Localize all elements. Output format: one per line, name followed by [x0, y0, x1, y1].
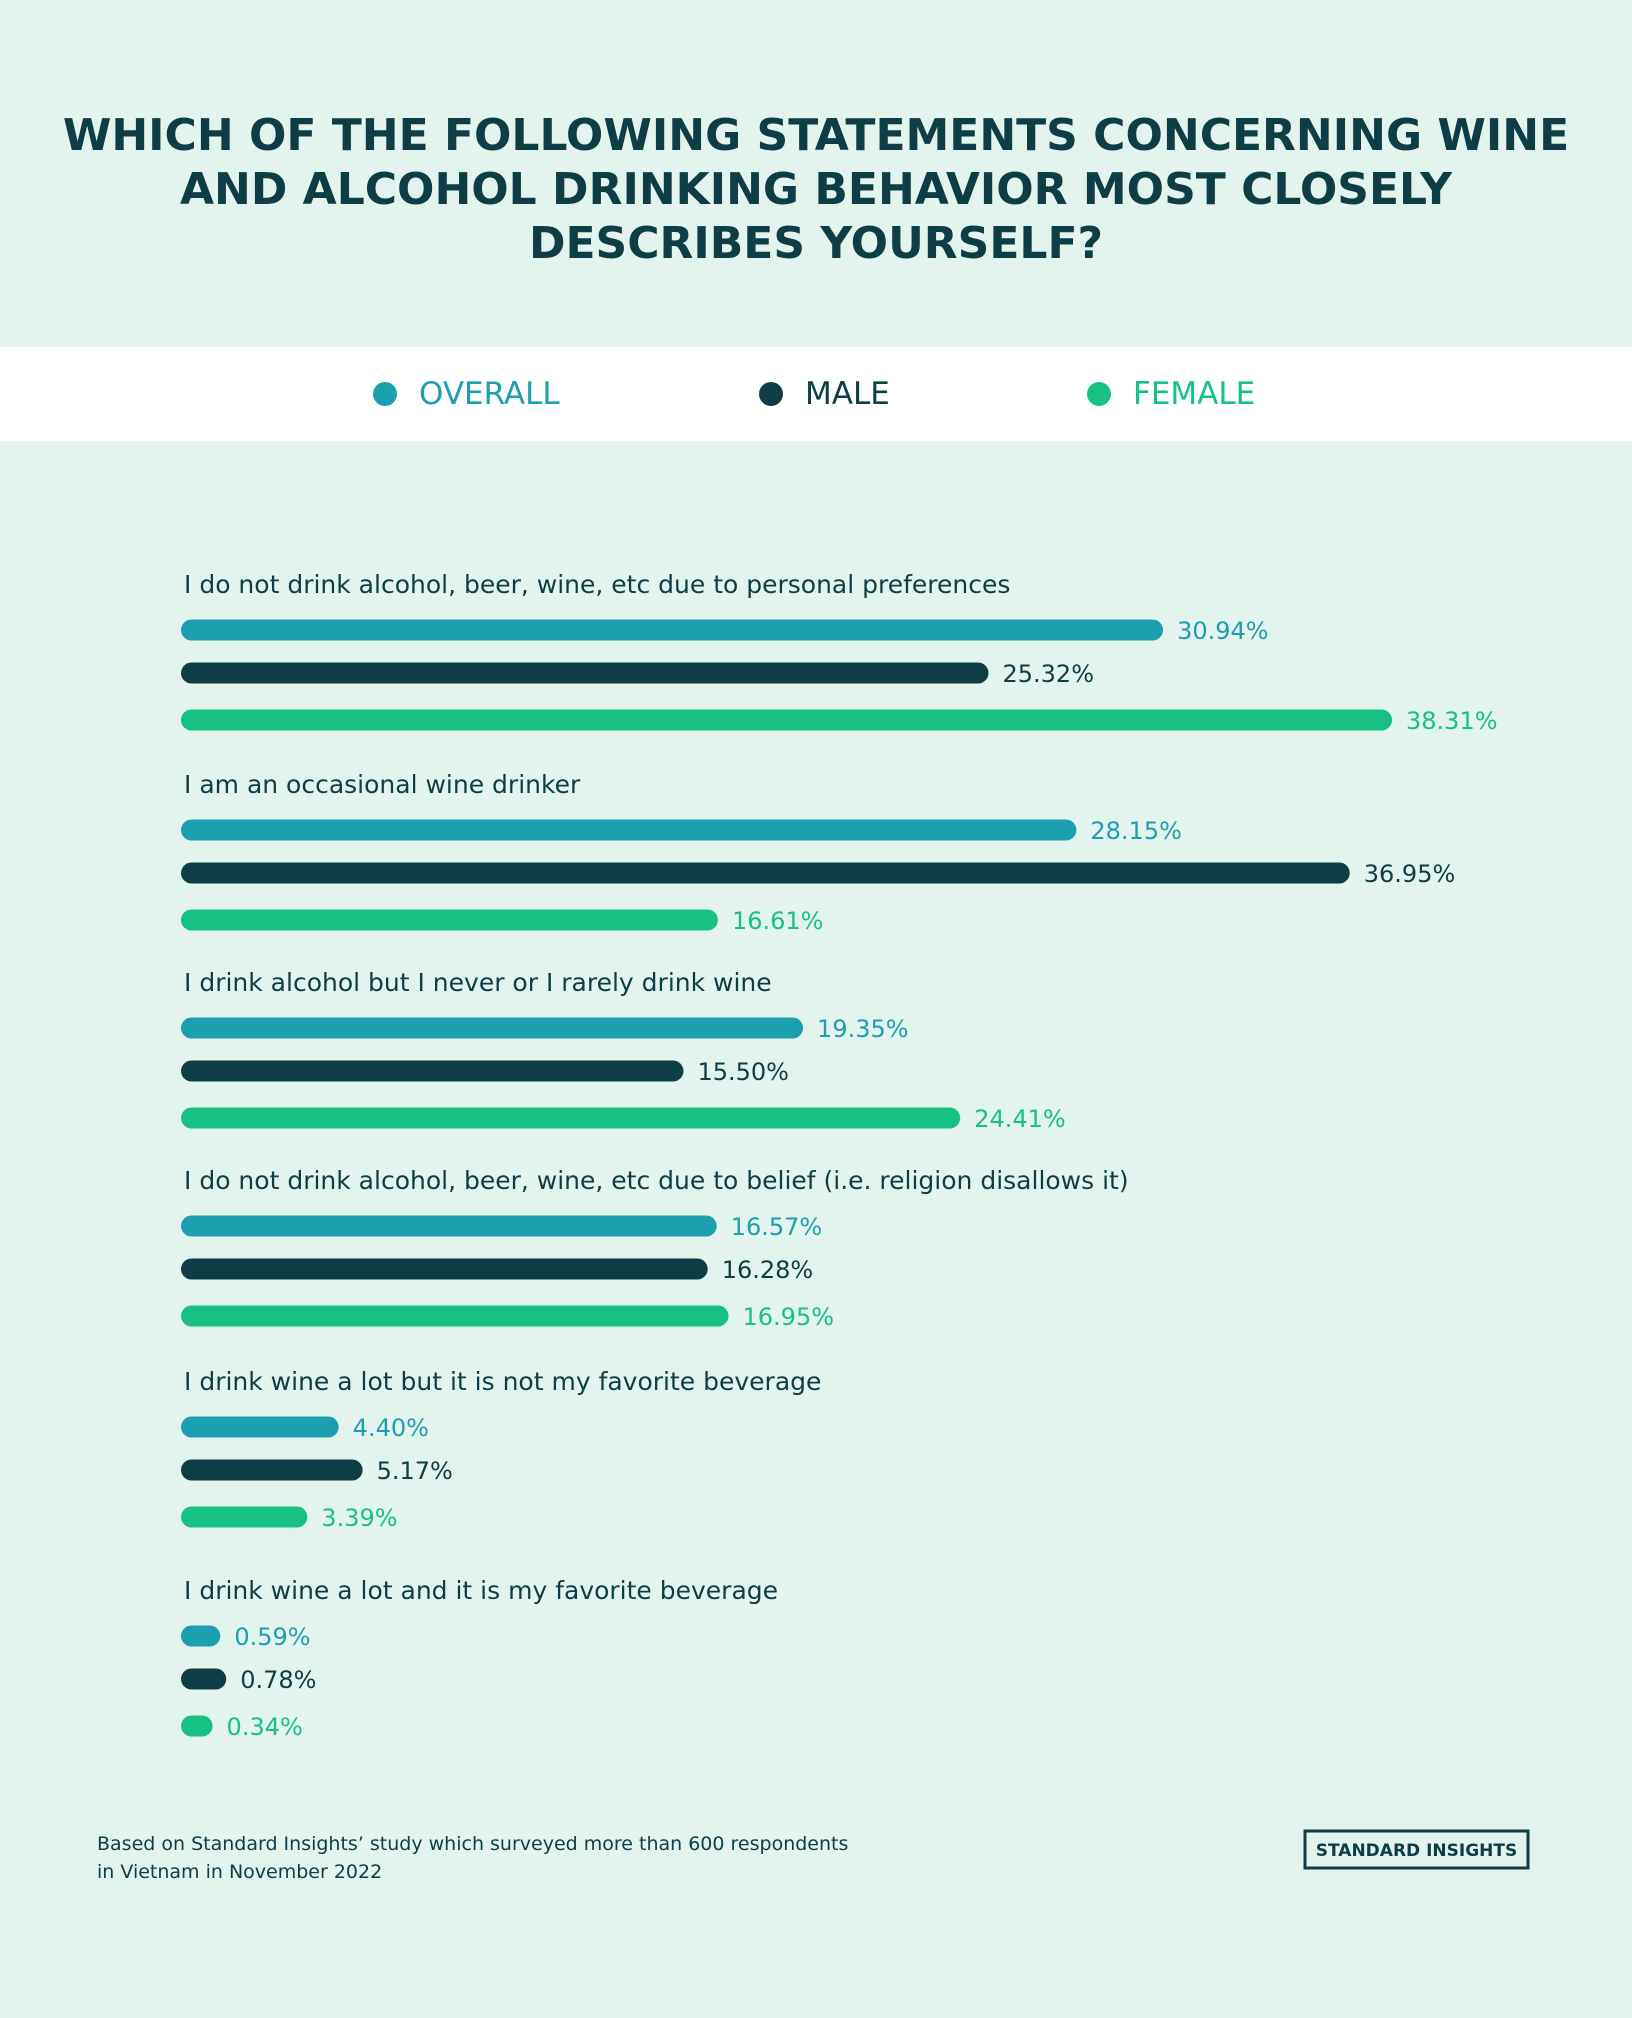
legend-dot: [1087, 382, 1111, 406]
category-label: I do not drink alcohol, beer, wine, etc …: [184, 570, 1010, 599]
value-label: 0.78%: [240, 1666, 316, 1694]
value-label: 16.95%: [743, 1303, 835, 1331]
category-label: I drink wine a lot and it is my favorite…: [184, 1576, 778, 1605]
category-label: I drink wine a lot but it is not my favo…: [184, 1367, 821, 1396]
value-label: 15.50%: [697, 1058, 789, 1086]
legend-label: FEMALE: [1133, 376, 1255, 412]
footnote: Based on Standard Insights’ study which …: [97, 1833, 848, 1855]
legend-label: OVERALL: [419, 376, 560, 412]
legend-dot: [759, 382, 783, 406]
value-label: 0.59%: [234, 1623, 310, 1651]
value-label: 36.95%: [1364, 860, 1456, 888]
value-label: 28.15%: [1090, 817, 1182, 845]
value-label: 4.40%: [353, 1414, 429, 1442]
value-label: 16.57%: [731, 1213, 823, 1241]
value-label: 38.31%: [1406, 707, 1498, 735]
value-label: 5.17%: [377, 1457, 453, 1485]
title-line: AND ALCOHOL DRINKING BEHAVIOR MOST CLOSE…: [180, 164, 1453, 215]
value-label: 19.35%: [817, 1015, 909, 1043]
legend-label: MALE: [805, 376, 890, 412]
category-label: I drink alcohol but I never or I rarely …: [184, 968, 772, 997]
value-label: 30.94%: [1177, 617, 1269, 645]
title: WHICH OF THE FOLLOWING STATEMENTS CONCER…: [63, 110, 1569, 269]
category-label: I am an occasional wine drinker: [184, 770, 581, 799]
value-label: 3.39%: [321, 1504, 397, 1532]
category-label: I do not drink alcohol, beer, wine, etc …: [184, 1166, 1129, 1195]
legend-band: [0, 347, 1632, 441]
value-label: 25.32%: [1002, 660, 1094, 688]
title-line: DESCRIBES YOURSELF?: [529, 218, 1103, 269]
footnote: in Vietnam in November 2022: [97, 1861, 382, 1883]
legend-dot: [373, 382, 397, 406]
value-label: 0.34%: [227, 1713, 303, 1741]
title-line: WHICH OF THE FOLLOWING STATEMENTS CONCER…: [63, 110, 1569, 161]
logo-box: [1303, 1829, 1530, 1870]
value-label: 16.28%: [722, 1256, 814, 1284]
value-label: 16.61%: [732, 907, 824, 935]
value-label: 24.41%: [974, 1105, 1066, 1133]
logo: STANDARD INSIGHTS: [1316, 1841, 1517, 1861]
